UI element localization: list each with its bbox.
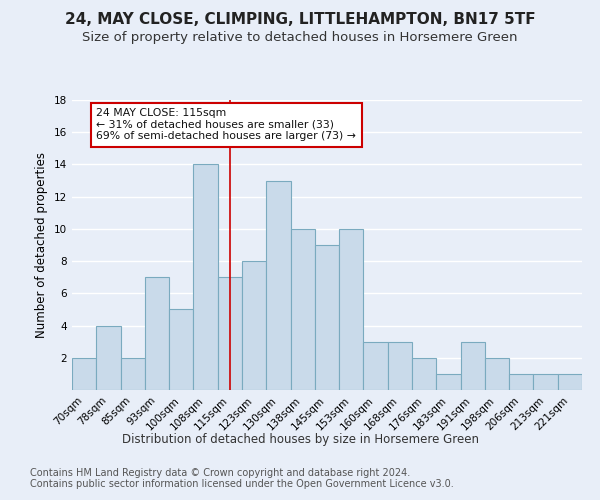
- Bar: [339, 229, 364, 390]
- Text: Contains public sector information licensed under the Open Government Licence v3: Contains public sector information licen…: [30, 479, 454, 489]
- Bar: [290, 229, 315, 390]
- Bar: [364, 342, 388, 390]
- Bar: [169, 310, 193, 390]
- Bar: [121, 358, 145, 390]
- Bar: [436, 374, 461, 390]
- Bar: [558, 374, 582, 390]
- Bar: [96, 326, 121, 390]
- Bar: [193, 164, 218, 390]
- Text: Size of property relative to detached houses in Horsemere Green: Size of property relative to detached ho…: [82, 31, 518, 44]
- Bar: [315, 245, 339, 390]
- Bar: [388, 342, 412, 390]
- Bar: [218, 277, 242, 390]
- Bar: [72, 358, 96, 390]
- Text: 24, MAY CLOSE, CLIMPING, LITTLEHAMPTON, BN17 5TF: 24, MAY CLOSE, CLIMPING, LITTLEHAMPTON, …: [65, 12, 535, 28]
- Bar: [509, 374, 533, 390]
- Bar: [412, 358, 436, 390]
- Bar: [533, 374, 558, 390]
- Text: 24 MAY CLOSE: 115sqm
← 31% of detached houses are smaller (33)
69% of semi-detac: 24 MAY CLOSE: 115sqm ← 31% of detached h…: [96, 108, 356, 142]
- Bar: [461, 342, 485, 390]
- Text: Distribution of detached houses by size in Horsemere Green: Distribution of detached houses by size …: [121, 432, 479, 446]
- Bar: [485, 358, 509, 390]
- Y-axis label: Number of detached properties: Number of detached properties: [35, 152, 49, 338]
- Text: Contains HM Land Registry data © Crown copyright and database right 2024.: Contains HM Land Registry data © Crown c…: [30, 468, 410, 477]
- Bar: [266, 180, 290, 390]
- Bar: [242, 261, 266, 390]
- Bar: [145, 277, 169, 390]
